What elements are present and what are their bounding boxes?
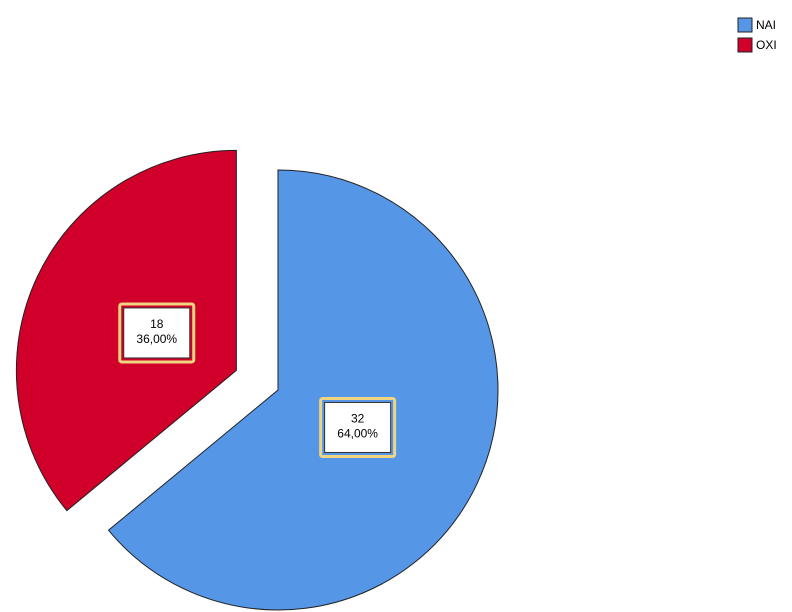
legend-label: NAI [756,18,776,32]
label-box-outer [319,396,397,458]
legend-swatch [737,37,753,53]
label-box [324,401,392,453]
label-box [123,307,191,359]
legend-swatch [737,17,753,33]
legend-label: OXI [756,38,777,52]
pie-slice [107,169,499,611]
percent-label: 36,00% [136,332,177,346]
value-label: 32 [351,412,365,426]
value-label: 18 [150,317,164,331]
percent-label: 64,00% [337,427,378,441]
label-box-outer [118,302,196,364]
